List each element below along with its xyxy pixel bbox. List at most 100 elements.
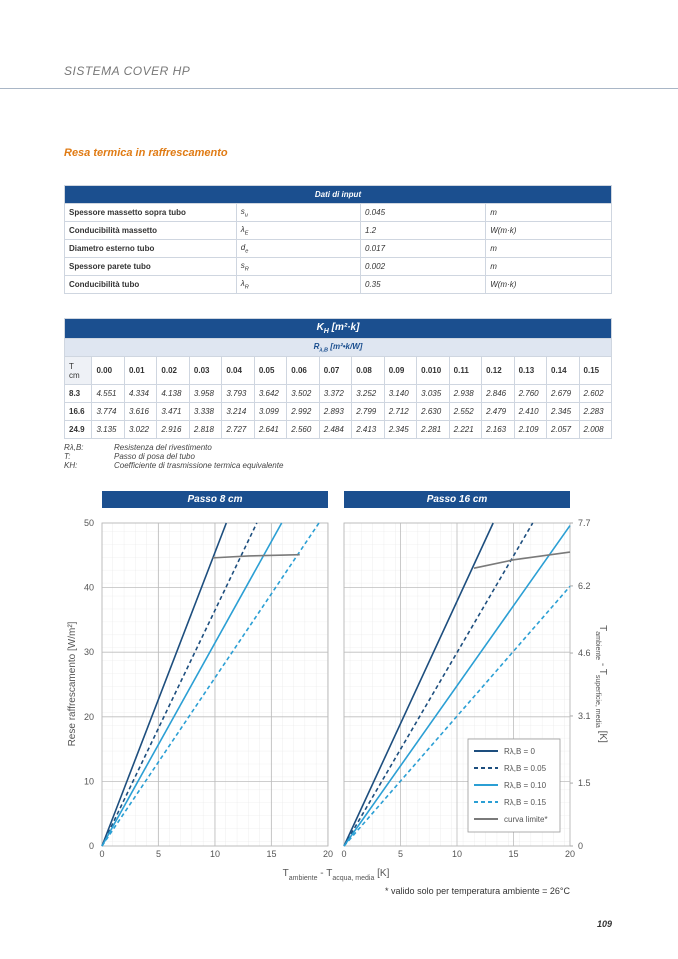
table-cell: de bbox=[235, 239, 362, 258]
table-cell: 2.281 bbox=[416, 420, 450, 439]
table-cell: Conducibilità tubo bbox=[64, 275, 237, 294]
header-rule bbox=[0, 88, 678, 89]
table-cell: 4.334 bbox=[123, 384, 158, 403]
note-key: Rλ,B: bbox=[64, 443, 84, 452]
x-tick-label: 0 bbox=[99, 849, 104, 859]
table-row: 24.9 3.135 3.022 2.916 2.818 2.727 2.641 2.560 2… bbox=[63, 420, 613, 439]
table-cell: 2.641 bbox=[253, 420, 288, 439]
x-tick-label: 15 bbox=[508, 849, 518, 859]
table-cell: 2.109 bbox=[513, 420, 548, 439]
table-cell: 3.958 bbox=[188, 384, 223, 403]
table-cell: m bbox=[485, 257, 612, 276]
series-line bbox=[101, 522, 283, 847]
table-cell: Spessore massetto sopra tubo bbox=[64, 203, 237, 222]
x-axis-label-part: T bbox=[283, 868, 289, 879]
title-part: H bbox=[323, 328, 329, 335]
table-subtitle: Rλ,B [m²•k/W] bbox=[64, 338, 612, 357]
note: KH: Coefficiente di trasmissione termica … bbox=[64, 461, 283, 470]
table-cell: 1.2 bbox=[359, 221, 487, 240]
x-axis-label-part: - T bbox=[318, 868, 333, 879]
y2-tick-label: 7.7 bbox=[578, 518, 591, 528]
column-header: 0.08 bbox=[351, 356, 385, 385]
y2-axis-label-part: superficie, media bbox=[595, 675, 602, 728]
x-tick-label: 20 bbox=[565, 849, 575, 859]
y-tick-label: 40 bbox=[84, 583, 94, 593]
symbol-part: d bbox=[240, 242, 246, 252]
table-title-row: KH [m²·k] bbox=[64, 318, 612, 339]
table-cell: 3.135 bbox=[91, 420, 125, 439]
table-cell: 2.163 bbox=[481, 420, 515, 439]
subtitle-part: R bbox=[313, 341, 320, 351]
table-cell: 3.338 bbox=[188, 402, 223, 421]
table-row: Conducibilità tubo λR 0.35 W(m·k) bbox=[64, 275, 612, 294]
title-part: [m²·k] bbox=[328, 322, 360, 333]
legend-label: curva limite* bbox=[504, 815, 548, 824]
table-row: Conducibilità massetto λE 1.2 W(m·k) bbox=[64, 221, 612, 240]
y2-tick-label: 3.1 bbox=[578, 711, 591, 721]
table-title-row: Dati di input bbox=[64, 185, 612, 204]
row-header: 8.3 bbox=[63, 384, 93, 403]
table-cell: 2.938 bbox=[448, 384, 483, 403]
row-header: 16.6 bbox=[63, 402, 93, 421]
series-line bbox=[212, 553, 300, 559]
x-tick-label: 15 bbox=[266, 849, 276, 859]
note: T: Passo di posa del tubo bbox=[64, 452, 283, 461]
header-title: SISTEMA COVER HP bbox=[64, 64, 191, 78]
column-header: 0.03 bbox=[188, 356, 223, 385]
table-cell: 3.616 bbox=[123, 402, 158, 421]
series-line bbox=[343, 522, 494, 847]
table-cell: Diametro esterno tubo bbox=[64, 239, 237, 258]
input-table: Dati di input Spessore massetto sopra tub… bbox=[64, 185, 612, 294]
column-header: 0.09 bbox=[383, 356, 418, 385]
table-cell: 0.35 bbox=[359, 275, 487, 294]
legend-label: Rλ,B = 0 bbox=[504, 747, 535, 756]
note: Rλ,B: Resistenza del rivestimento bbox=[64, 443, 283, 452]
series-line bbox=[101, 522, 228, 847]
x-tick-label: 20 bbox=[323, 849, 333, 859]
note-key: KH: bbox=[64, 461, 78, 470]
section-title: Resa termica in raffrescamento bbox=[64, 147, 228, 159]
table-cell: 3.214 bbox=[221, 402, 255, 421]
y-axis-label: Rese raffrescamento [W/m²] bbox=[67, 621, 78, 746]
y2-axis-label-part: ambiente bbox=[595, 631, 602, 660]
y2-tick-label: 0 bbox=[578, 841, 583, 851]
y2-tick-label: 4.6 bbox=[578, 648, 591, 658]
subtitle-part: [m²•k/W] bbox=[328, 341, 363, 351]
table-cell: 4.138 bbox=[156, 384, 190, 403]
chart-title: Passo 16 cm bbox=[427, 494, 488, 505]
table-row: 16.6 3.774 3.616 3.471 3.338 3.214 3.099 2.992 2… bbox=[63, 402, 613, 421]
column-header: 0.05 bbox=[253, 356, 288, 385]
page-number: 109 bbox=[596, 919, 612, 929]
symbol-part: R bbox=[244, 266, 249, 273]
table-cell: 2.602 bbox=[578, 384, 613, 403]
notes: Rλ,B: Resistenza del rivestimento T: Passo … bbox=[64, 443, 283, 470]
chart-title-bar bbox=[102, 491, 328, 508]
footnote: * valido solo per temperatura ambiente =… bbox=[385, 886, 570, 896]
column-header: 0.010 bbox=[416, 356, 450, 385]
table-title: Dati di input bbox=[64, 185, 612, 204]
note-text: Passo di posa del tubo bbox=[114, 452, 195, 461]
y2-tick-label: 1.5 bbox=[578, 778, 591, 788]
table-row: 8.3 4.551 4.334 4.138 3.958 3.793 3.642 3.502 3.… bbox=[63, 384, 613, 403]
table-cell: Conducibilità massetto bbox=[64, 221, 237, 240]
symbol-part: E bbox=[244, 230, 249, 237]
subtitle-part: λ,B bbox=[319, 347, 329, 354]
series-line bbox=[343, 585, 571, 847]
x-tick-label: 0 bbox=[341, 849, 346, 859]
table-cell: 3.099 bbox=[253, 402, 288, 421]
note-text: Coefficiente di trasmissione termica equ… bbox=[114, 461, 284, 470]
table-cell: 3.793 bbox=[221, 384, 255, 403]
table-cell: 3.372 bbox=[318, 384, 353, 403]
table-cell: 4.551 bbox=[91, 384, 125, 403]
y2-axis-label-part: - T bbox=[597, 660, 608, 675]
symbol-part: s bbox=[240, 206, 245, 216]
x-tick-label: 5 bbox=[398, 849, 403, 859]
x-axis-label-part: [K] bbox=[374, 868, 389, 879]
x-tick-label: 5 bbox=[156, 849, 161, 859]
table-cell: 2.560 bbox=[286, 420, 320, 439]
legend-label: Rλ,B = 0.05 bbox=[504, 764, 547, 773]
legend-label: Rλ,B = 0.10 bbox=[504, 781, 547, 790]
table-cell: 2.008 bbox=[578, 420, 613, 439]
table-cell: 2.818 bbox=[188, 420, 223, 439]
note-text: Resistenza del rivestimento bbox=[114, 443, 212, 452]
